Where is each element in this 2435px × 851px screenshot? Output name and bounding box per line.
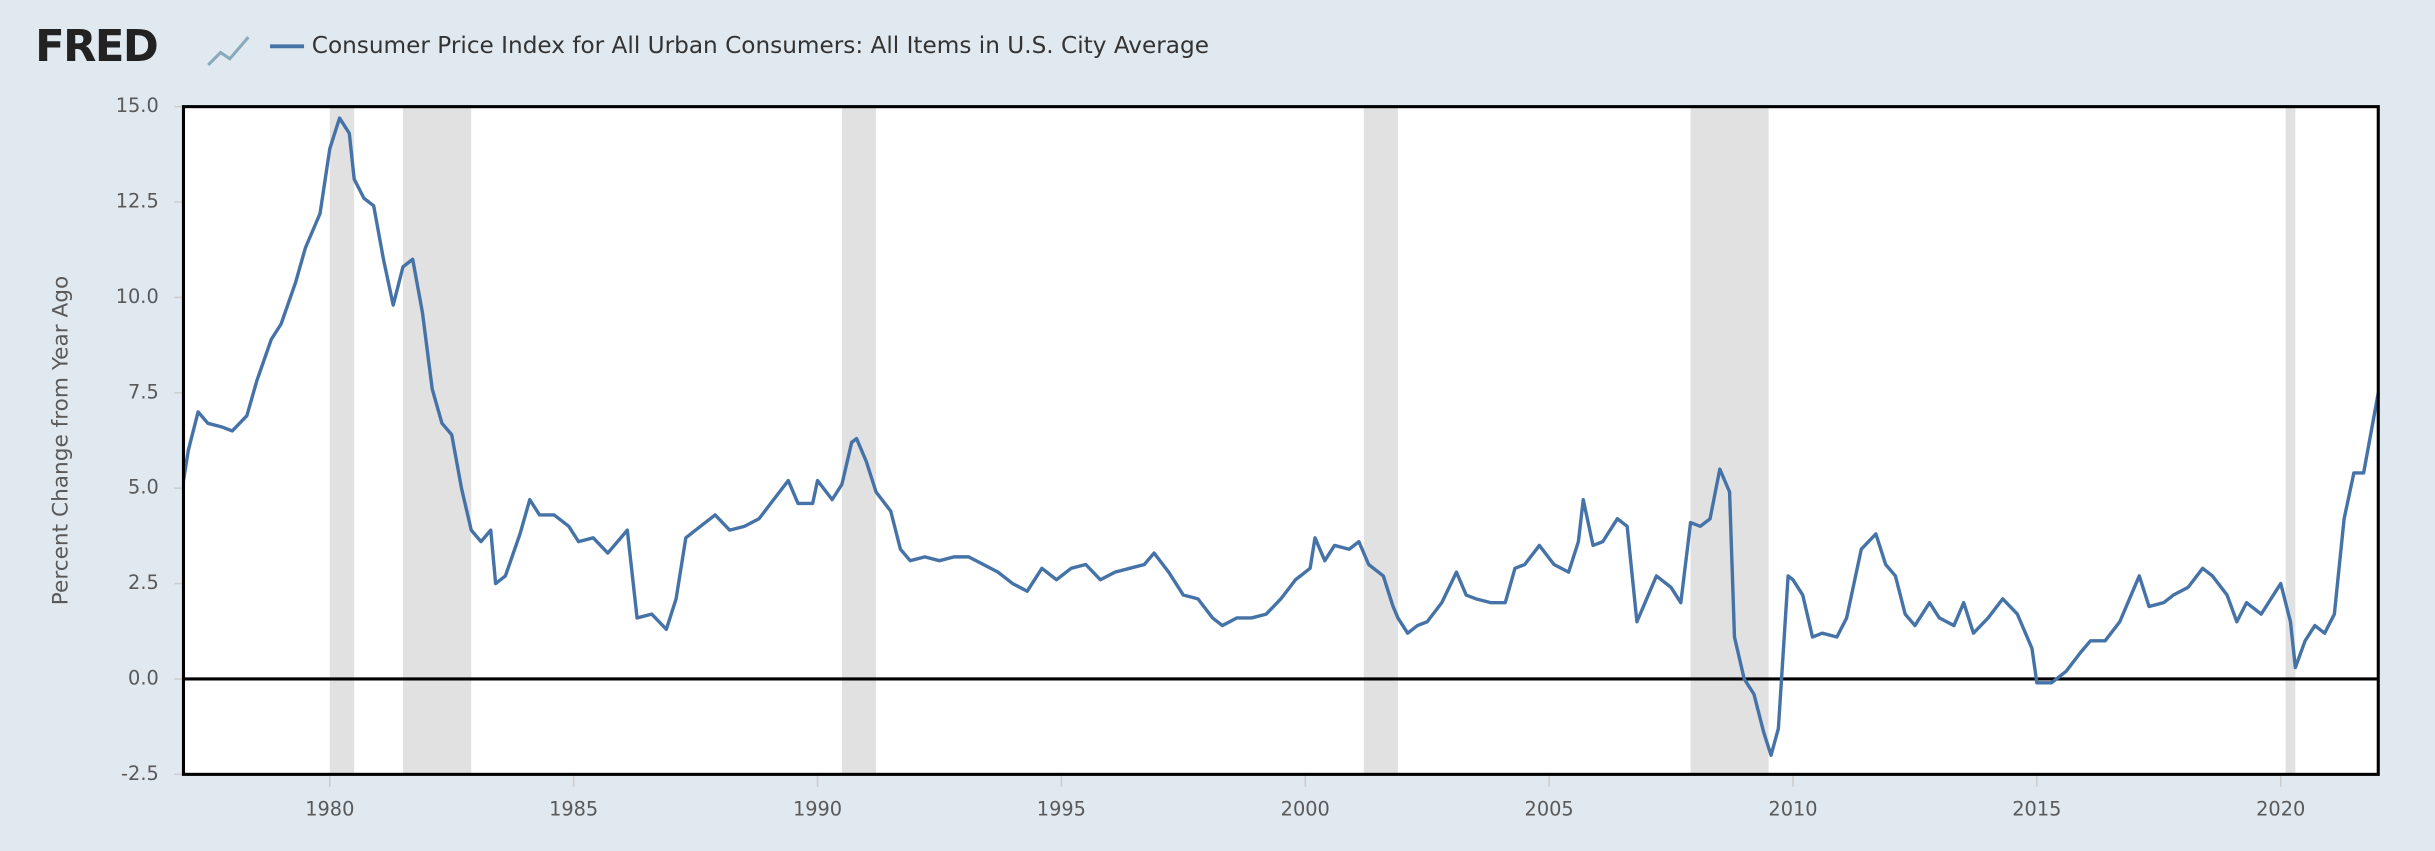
y-tick-label: 5.0: [128, 476, 159, 499]
x-tick-label: 1985: [549, 797, 598, 820]
x-tick-label: 1990: [793, 797, 842, 820]
legend-label: Consumer Price Index for All Urban Consu…: [312, 32, 1209, 59]
plot-background: [183, 106, 2379, 775]
y-tick-label: 15.0: [116, 94, 159, 117]
plot-border: [181, 105, 2380, 776]
y-tick-label: 10.0: [116, 285, 159, 308]
recession-shade: [329, 106, 355, 775]
x-tick-label: 2005: [1525, 797, 1574, 820]
series-line: [181, 116, 2380, 757]
recession-shade: [1363, 106, 1398, 775]
x-tick-label: 1980: [305, 797, 354, 820]
y-tick-label: 7.5: [128, 380, 159, 403]
recession-shade: [1690, 106, 1769, 775]
y-axis-label: Percent Change from Year Ago: [48, 276, 73, 606]
y-tick-label: 12.5: [116, 190, 159, 213]
x-tick-label: 2010: [1768, 797, 1817, 820]
y-tick-label: -2.5: [121, 762, 159, 785]
x-tick-label: 2000: [1281, 797, 1330, 820]
recession-shade: [402, 106, 472, 775]
x-tick-label: 2020: [2256, 797, 2305, 820]
x-tick-label: 2015: [2012, 797, 2061, 820]
y-tick-label: 2.5: [128, 571, 159, 594]
x-tick-label: 1995: [1037, 797, 1086, 820]
brand-logo: FRED: [35, 22, 157, 72]
y-tick-label: 0.0: [128, 666, 159, 689]
recession-shade: [2285, 106, 2296, 775]
logo-icon: [207, 36, 250, 67]
